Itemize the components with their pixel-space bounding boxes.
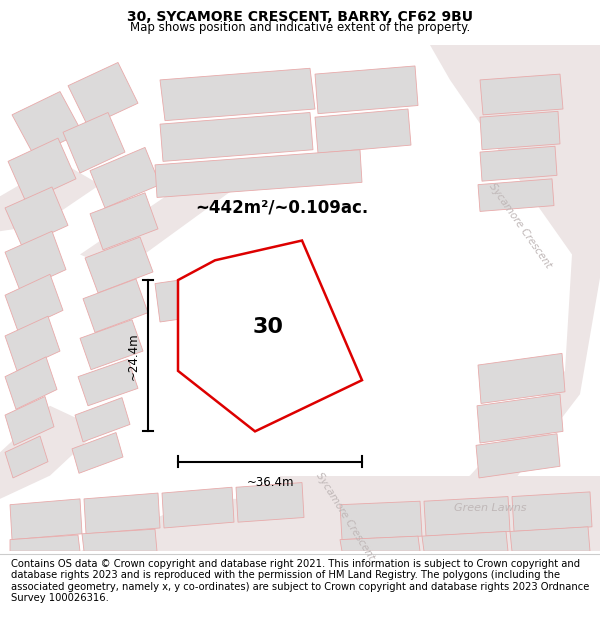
Polygon shape — [82, 529, 157, 551]
Text: ~442m²/~0.109ac.: ~442m²/~0.109ac. — [195, 199, 368, 217]
Polygon shape — [480, 111, 560, 150]
Text: 30, SYCAMORE CRESCENT, BARRY, CF62 9BU: 30, SYCAMORE CRESCENT, BARRY, CF62 9BU — [127, 10, 473, 24]
Polygon shape — [10, 499, 82, 539]
Polygon shape — [5, 231, 66, 291]
Polygon shape — [5, 436, 48, 478]
Text: ~36.4m: ~36.4m — [246, 476, 294, 489]
Polygon shape — [75, 398, 130, 442]
Polygon shape — [5, 316, 60, 371]
Polygon shape — [0, 161, 100, 231]
Polygon shape — [0, 406, 100, 499]
Text: Sycamore Crescent: Sycamore Crescent — [487, 181, 553, 270]
Polygon shape — [478, 353, 565, 404]
Polygon shape — [340, 501, 422, 539]
Polygon shape — [8, 138, 76, 202]
Polygon shape — [68, 62, 138, 126]
Polygon shape — [155, 269, 265, 322]
Polygon shape — [84, 493, 160, 534]
Polygon shape — [80, 173, 240, 272]
Polygon shape — [80, 319, 143, 370]
Text: Green Lawns: Green Lawns — [454, 503, 526, 513]
Polygon shape — [5, 357, 57, 409]
Polygon shape — [510, 527, 590, 551]
Polygon shape — [476, 434, 560, 478]
Text: Map shows position and indicative extent of the property.: Map shows position and indicative extent… — [130, 21, 470, 34]
Polygon shape — [72, 432, 123, 473]
Polygon shape — [155, 150, 362, 198]
Text: 30: 30 — [253, 318, 284, 338]
Polygon shape — [90, 148, 160, 208]
Polygon shape — [5, 396, 54, 446]
Polygon shape — [10, 535, 80, 551]
Polygon shape — [478, 179, 554, 211]
Polygon shape — [12, 91, 82, 156]
Polygon shape — [78, 359, 138, 406]
Polygon shape — [178, 241, 362, 431]
Polygon shape — [280, 476, 600, 551]
Text: Contains OS data © Crown copyright and database right 2021. This information is : Contains OS data © Crown copyright and d… — [11, 559, 589, 603]
Polygon shape — [63, 112, 125, 173]
Polygon shape — [424, 496, 510, 536]
Polygon shape — [5, 187, 68, 246]
Text: ~24.4m: ~24.4m — [127, 332, 140, 379]
Polygon shape — [236, 482, 304, 522]
Polygon shape — [160, 68, 315, 121]
Polygon shape — [83, 279, 148, 332]
Polygon shape — [80, 499, 280, 551]
Polygon shape — [480, 146, 557, 181]
Polygon shape — [5, 274, 63, 331]
Polygon shape — [380, 45, 600, 534]
Polygon shape — [477, 394, 563, 443]
Polygon shape — [315, 66, 418, 114]
Polygon shape — [422, 531, 508, 551]
Polygon shape — [162, 488, 234, 528]
Polygon shape — [90, 192, 158, 250]
Polygon shape — [160, 112, 313, 161]
Polygon shape — [480, 74, 563, 115]
Polygon shape — [512, 492, 592, 531]
Text: Sycamore Crescent: Sycamore Crescent — [314, 471, 376, 562]
Polygon shape — [315, 109, 411, 153]
Polygon shape — [85, 237, 153, 293]
Polygon shape — [340, 536, 420, 551]
